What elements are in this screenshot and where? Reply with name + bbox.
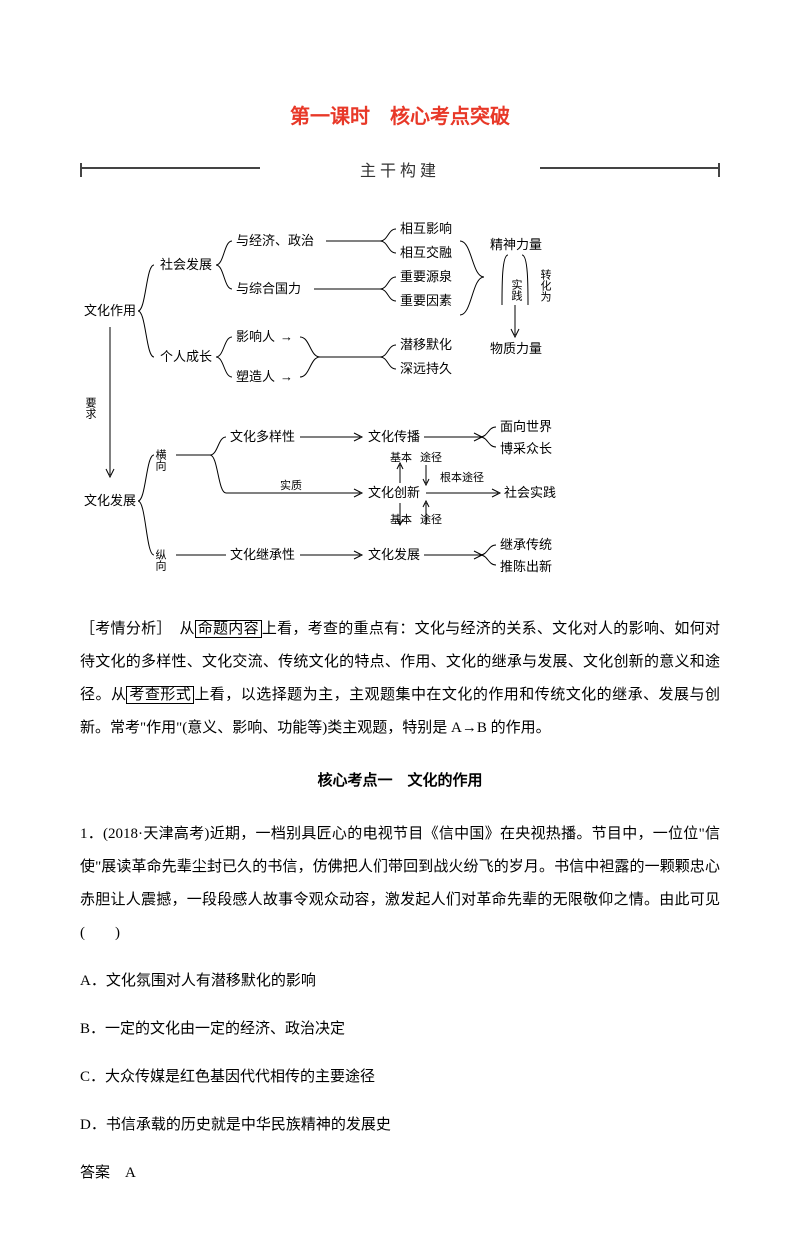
svg-text:潜移默化: 潜移默化 (400, 337, 452, 352)
svg-text:相互影响: 相互影响 (400, 221, 452, 236)
svg-text:与综合国力: 与综合国力 (236, 281, 301, 296)
svg-text:→: → (280, 369, 293, 384)
svg-text:精神力量: 精神力量 (490, 237, 542, 252)
boxed-topic-content: 命题内容 (195, 620, 262, 638)
svg-text:面向世界: 面向世界 (500, 419, 552, 434)
svg-text:重要因素: 重要因素 (400, 293, 452, 308)
svg-text:文化发展: 文化发展 (84, 493, 136, 508)
page-title: 第一课时 核心考点突破 (80, 100, 720, 129)
svg-text:文化传播: 文化传播 (368, 429, 420, 444)
svg-text:个人成长: 个人成长 (160, 349, 212, 364)
choice-c: C．大众传媒是红色基因代代相传的主要途径 (80, 1061, 720, 1094)
svg-text:文化作用: 文化作用 (84, 303, 136, 318)
boxed-exam-form: 考查形式 (126, 686, 194, 704)
answer-line: 答案 A (80, 1157, 720, 1190)
svg-text:途径: 途径 (420, 512, 442, 526)
choice-b: B．一定的文化由一定的经济、政治决定 (80, 1013, 720, 1046)
svg-text:推陈出新: 推陈出新 (500, 559, 552, 574)
svg-text:实践: 实践 (510, 278, 523, 301)
svg-text:相互交融: 相互交融 (400, 245, 452, 260)
analysis-prefix: ［考情分析］ 从 (80, 621, 195, 637)
svg-text:基本: 基本 (390, 450, 412, 464)
svg-text:影响人: 影响人 (236, 329, 275, 344)
question-1-stem: 1．(2018·天津高考)近期，一档别具匠心的电视节目《信中国》在央视热播。节目… (80, 818, 720, 950)
svg-text:纵向: 纵向 (154, 549, 167, 571)
concept-diagram: 文化作用 社会发展 与经济、政治 与综合国力 相互影响 相互交融 重要源泉 重要… (80, 205, 720, 595)
svg-text:文化创新: 文化创新 (368, 485, 420, 500)
choice-a: A．文化氛围对人有潜移默化的影响 (80, 965, 720, 998)
svg-text:实质: 实质 (280, 478, 302, 492)
svg-text:文化发展: 文化发展 (368, 547, 420, 562)
svg-text:根本途径: 根本途径 (440, 470, 484, 484)
svg-text:与经济、政治: 与经济、政治 (236, 233, 314, 248)
banner-label: 主干构建 (360, 157, 440, 181)
svg-text:重要源泉: 重要源泉 (400, 269, 452, 284)
svg-text:深远持久: 深远持久 (400, 361, 452, 376)
svg-text:横向: 横向 (154, 448, 167, 471)
svg-text:博采众长: 博采众长 (500, 441, 552, 456)
svg-text:社会实践: 社会实践 (504, 485, 556, 500)
svg-text:塑造人: 塑造人 (236, 369, 275, 384)
svg-text:文化继承性: 文化继承性 (230, 547, 295, 562)
svg-text:文化多样性: 文化多样性 (230, 429, 295, 444)
subhead-core-point-1: 核心考点一 文化的作用 (80, 769, 720, 790)
banner-main-structure: 主干构建 (80, 157, 720, 181)
analysis-paragraph: ［考情分析］ 从命题内容上看，考查的重点有：文化与经济的关系、文化对人的影响、如… (80, 613, 720, 745)
svg-text:物质力量: 物质力量 (490, 341, 542, 356)
svg-text:转化为: 转化为 (539, 268, 552, 302)
svg-text:继承传统: 继承传统 (500, 537, 552, 552)
svg-text:社会发展: 社会发展 (160, 257, 212, 272)
svg-text:途径: 途径 (420, 450, 442, 464)
svg-text:→: → (280, 329, 293, 344)
choice-d: D．书信承载的历史就是中华民族精神的发展史 (80, 1109, 720, 1142)
svg-text:要求: 要求 (84, 397, 97, 419)
